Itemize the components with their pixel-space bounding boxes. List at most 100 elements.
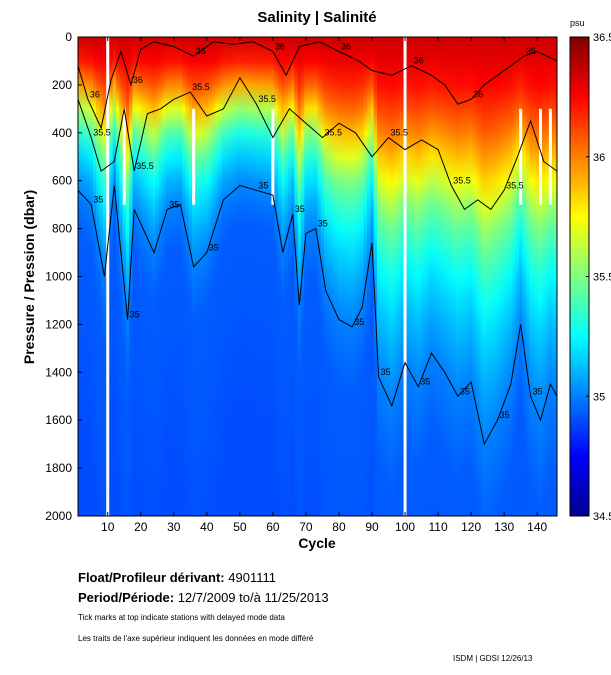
heatmap-column	[360, 37, 365, 516]
contour-label: 35	[559, 386, 569, 396]
contour-label: 35	[130, 310, 140, 320]
contour-label: 35.5	[136, 161, 154, 171]
note-english: Tick marks at top indicate stations with…	[78, 613, 285, 622]
heatmap-column	[198, 37, 203, 516]
heatmap-column	[393, 37, 398, 516]
heatmap-column	[234, 37, 239, 516]
heatmap-column	[218, 37, 223, 516]
heatmap-column	[515, 37, 520, 516]
heatmap-column	[172, 37, 177, 516]
heatmap-column	[324, 37, 329, 516]
credit: ISDM | GDSI 12/26/13	[453, 654, 533, 663]
heatmap-column	[482, 37, 487, 516]
heatmap-column	[419, 37, 424, 516]
heatmap-column	[182, 37, 186, 516]
y-tick-label: 1000	[45, 270, 72, 284]
y-tick-label: 1400	[45, 365, 72, 379]
heatmap-column	[271, 37, 276, 516]
heatmap-column	[304, 37, 309, 516]
heatmap-column	[542, 37, 547, 516]
colorbar-tick-label: 36.5	[593, 32, 611, 44]
heatmap-column	[291, 37, 295, 516]
float-id-line: Float/Profileur dérivant: 4901111	[78, 570, 276, 585]
heatmap-column	[413, 37, 418, 516]
x-tick-label: 90	[365, 520, 379, 534]
heatmap-column	[225, 37, 229, 516]
heatmap-column	[175, 37, 180, 516]
heatmap-column	[495, 37, 500, 516]
heatmap-column	[284, 37, 289, 516]
heatmap-column	[485, 37, 490, 516]
heatmap-column	[238, 37, 243, 516]
contour-label: 36	[275, 41, 285, 51]
missing-data-strip	[192, 108, 196, 205]
missing-data-strip	[106, 37, 110, 516]
heatmap-column	[347, 37, 352, 516]
heatmap-column	[145, 37, 150, 516]
y-tick-label: 1200	[45, 317, 72, 331]
heatmap-column	[353, 37, 358, 516]
heatmap-column	[423, 37, 428, 516]
x-tick-label: 80	[332, 520, 346, 534]
heatmap-column	[357, 37, 362, 516]
heatmap-column	[443, 37, 447, 516]
heatmap-column	[406, 37, 411, 516]
heatmap-column	[449, 37, 454, 516]
heatmap-column	[410, 37, 414, 516]
heatmap-column	[472, 37, 477, 516]
heatmap-column	[525, 37, 530, 516]
heatmap-column	[264, 37, 269, 516]
heatmap-column	[310, 37, 315, 516]
float-id: 4901111	[228, 570, 276, 585]
heatmap-column	[327, 37, 332, 516]
y-tick-label: 600	[52, 174, 72, 188]
heatmap-column	[343, 37, 348, 516]
contour-label: 35	[295, 204, 305, 214]
contour-label: 35	[93, 195, 103, 205]
heatmap-column	[274, 37, 279, 516]
x-tick-label: 110	[429, 520, 448, 534]
heatmap-column	[185, 37, 190, 516]
heatmap-column	[300, 37, 305, 516]
heatmap-column	[231, 37, 236, 516]
heatmap-column	[96, 37, 101, 516]
heatmap-column	[499, 37, 504, 516]
float-label: Float/Profileur dérivant:	[78, 570, 225, 585]
x-tick-label: 20	[134, 520, 148, 534]
heatmap-column	[337, 37, 342, 516]
heatmap-column	[350, 37, 355, 516]
heatmap-column	[142, 37, 147, 516]
x-tick-label: 100	[395, 520, 415, 534]
heatmap-column	[251, 37, 256, 516]
contour-label: 36	[196, 46, 206, 56]
heatmap-column	[188, 37, 193, 516]
heatmap-column	[396, 37, 401, 516]
contour-label: 36	[526, 46, 536, 56]
heatmap-column	[469, 37, 474, 516]
heatmap-column	[426, 37, 431, 516]
heatmap-column	[317, 37, 322, 516]
contour-label: 35.5	[506, 180, 524, 190]
contour-label: 35.5	[258, 94, 276, 104]
heatmap-column	[376, 37, 381, 516]
period-end: 11/25/2013	[264, 590, 329, 605]
heatmap-column	[505, 37, 510, 516]
contour-label: 35.5	[325, 128, 343, 138]
heatmap-column	[112, 37, 117, 516]
heatmap-column	[436, 37, 441, 516]
heatmap-column	[320, 37, 325, 516]
heatmap-column	[155, 37, 160, 516]
contour-lines	[78, 41, 557, 446]
heatmap-column	[119, 37, 124, 516]
heatmap-column	[383, 37, 388, 516]
heatmap-column	[330, 37, 335, 516]
x-tick-label: 70	[299, 520, 313, 534]
heatmap-column	[502, 37, 507, 516]
contour-label: 35	[420, 377, 430, 387]
x-tick-label: 40	[200, 520, 214, 534]
heatmap-column	[429, 37, 434, 516]
heatmap-column	[221, 37, 226, 516]
heatmap-column	[479, 37, 484, 516]
heatmap-column	[476, 37, 480, 516]
heatmap-column	[211, 37, 216, 516]
